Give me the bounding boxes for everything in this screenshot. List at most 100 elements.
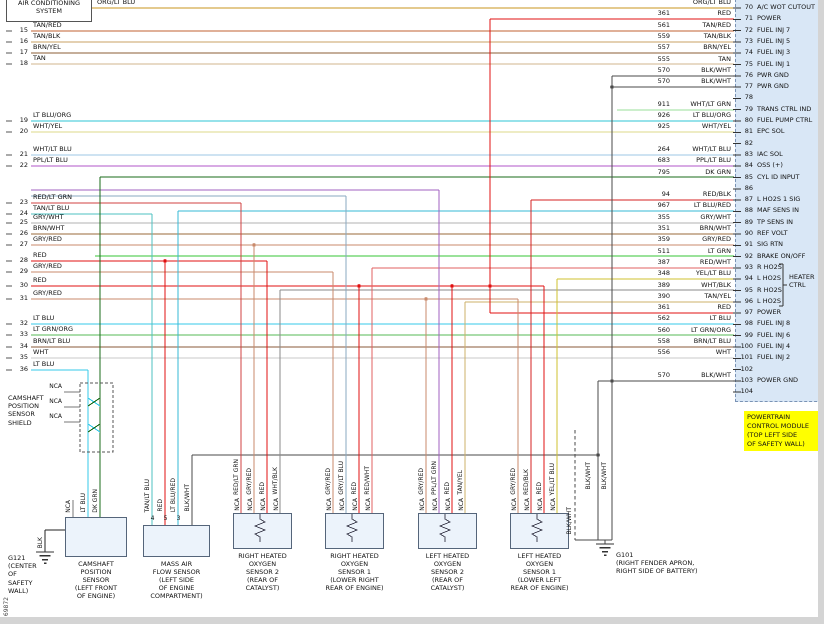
wire-color-label: RED (717, 303, 731, 312)
wire-number: 795 (657, 167, 670, 176)
pcm-pin-label: TP SENS IN (757, 217, 794, 226)
nca-label: NCA (49, 398, 62, 405)
connector-pin-number: 5 (163, 515, 168, 522)
left-row-color: GRY/RED (33, 235, 62, 243)
wire-number: 361 (657, 9, 670, 18)
pcm-pin-label: PWR GND (757, 70, 789, 79)
pcm-pin-number: 93 (744, 262, 753, 271)
left-row-color: TAN/LT BLU (33, 204, 70, 212)
ground-label-line: (CENTER (8, 562, 37, 571)
component-label: (REAR OF (431, 576, 464, 584)
connector-pin-number: 3 (176, 515, 181, 522)
heater-ctrl-line: CTRL (789, 281, 806, 290)
shield-label-line: CAMSHAFT (8, 394, 44, 402)
nca-label: NCA (419, 498, 426, 511)
pcm-location-note-line: OF SAFETY WALL) (747, 440, 805, 448)
pcm-pin-label: EPC SOL (757, 127, 785, 136)
component-label: (LEFT SIDE (158, 576, 195, 584)
pcm-pin-number: 70 (744, 3, 753, 11)
wire-number: 559 (657, 31, 670, 40)
wire-number: 264 (657, 144, 670, 153)
component-label: SENSOR 1 (522, 568, 557, 576)
junction-dot (424, 297, 428, 301)
pcm-pin-label: L HO2S 1 SIG (757, 195, 801, 204)
wire-number: 355 (657, 212, 670, 221)
wire-color-label: LT BLU/RED (693, 201, 731, 210)
heater-element-symbol (530, 514, 544, 542)
component-label: (LEFT FRONT (74, 584, 118, 592)
left-row-color: BRN/WHT (33, 224, 65, 232)
wire-color-label: BRN/WHT (699, 224, 731, 232)
pcm-pin-label: A/C WOT CUTOUT (757, 3, 815, 11)
rotated-wire-label: BLK/WHT (566, 507, 573, 535)
left-row-number: 15 (19, 26, 28, 34)
left-row-number: 17 (19, 48, 28, 56)
camshaft-position-sensor-box (65, 517, 127, 557)
wire-number: 561 (657, 20, 670, 29)
wire-number: 560 (657, 325, 670, 334)
nca-label: NCA (458, 498, 465, 511)
pcm-pin-label: OSS (+) (757, 161, 783, 170)
left-row-color: TAN/BLK (33, 32, 61, 40)
component-label: COMPARTMENT) (150, 592, 203, 600)
rotated-wire-label: GRY/RED (325, 468, 332, 495)
rotated-wire-label: RED (351, 482, 358, 495)
shield-label-line: SHIELD (8, 418, 32, 427)
ground-label-line: G101 (616, 551, 634, 559)
pcm-pin-number: 95 (744, 285, 753, 294)
pcm-pin-label: CYL ID INPUT (757, 172, 800, 181)
left-row-number: 36 (19, 365, 28, 373)
pcm-pin-number: 104 (740, 387, 753, 396)
nca-label: NCA (511, 498, 518, 511)
pcm-pin-label: TRANS CTRL IND (757, 104, 812, 113)
nca-label: NCA (49, 413, 62, 420)
wire-number: 556 (657, 348, 670, 357)
wire-color-label: TAN (718, 54, 731, 63)
rotated-wire-label: RED (444, 482, 451, 495)
pcm-pin-number: 102 (740, 364, 753, 373)
wire-number: 389 (657, 280, 670, 289)
wire-color-label: LT BLU (709, 314, 731, 323)
left-row-number: 22 (19, 161, 28, 169)
pcm-pin-label: L HO2S (757, 296, 781, 305)
ground-label-g121: G121 (CENTER OF SAFETY WALL) (8, 554, 37, 595)
rotated-wire-label: LT BLU/RED (170, 477, 177, 512)
component-label: OF ENGINE) (76, 592, 116, 600)
rotated-wire-label: RED (157, 499, 164, 512)
wire-color-label: WHT/BLK (701, 280, 731, 289)
wire-color-label: DK GRN (705, 167, 731, 176)
nca-label: NCA (273, 498, 280, 511)
wire-color-label: ORG/LT BLU (692, 0, 731, 6)
left-row-number: 21 (19, 150, 28, 158)
left-row-number: 35 (19, 353, 28, 361)
pcm-pin-number: 78 (744, 93, 753, 102)
component-label: (LOWER RIGHT (330, 576, 379, 584)
component-label: REAR OF ENGINE) (325, 584, 384, 592)
heater-element-symbol (345, 514, 359, 542)
nca-label: NCA (537, 498, 544, 511)
component-label: POSITION (80, 568, 112, 576)
wire-color-label: WHT/LT GRN (690, 99, 731, 108)
left-row-number: 19 (19, 116, 28, 124)
component-label: SENSOR 1 (337, 568, 372, 576)
window-right-edge (818, 0, 824, 624)
rotated-wire-label: GRY/RED (510, 468, 517, 495)
junction-dot (488, 284, 492, 288)
wire-color-label: GRY/RED (702, 235, 731, 244)
left-row-color: TAN/RED (33, 21, 62, 29)
left-row-color: TAN (33, 54, 46, 62)
wire-color-label: WHT/LT BLU (692, 144, 731, 153)
left-row-color: GRY/RED (33, 289, 62, 297)
wire-line (87, 397, 101, 407)
left-row-color: GRY/WHT (33, 213, 64, 221)
wire-number: 361 (657, 303, 670, 312)
wire-number: 562 (657, 314, 670, 323)
wire-number: 926 (657, 111, 670, 119)
rotated-wire-label: BLK/WHT (184, 484, 191, 512)
pcm-pin-label: POWER (757, 308, 782, 317)
pcm-pin-number: 90 (744, 229, 753, 237)
left-row-color: WHT/YEL (33, 122, 63, 130)
ac-system-box: AIR CONDITIONING SYSTEM (6, 0, 92, 22)
component-label: REAR OF ENGINE) (510, 584, 569, 592)
junction-dot (252, 243, 256, 247)
